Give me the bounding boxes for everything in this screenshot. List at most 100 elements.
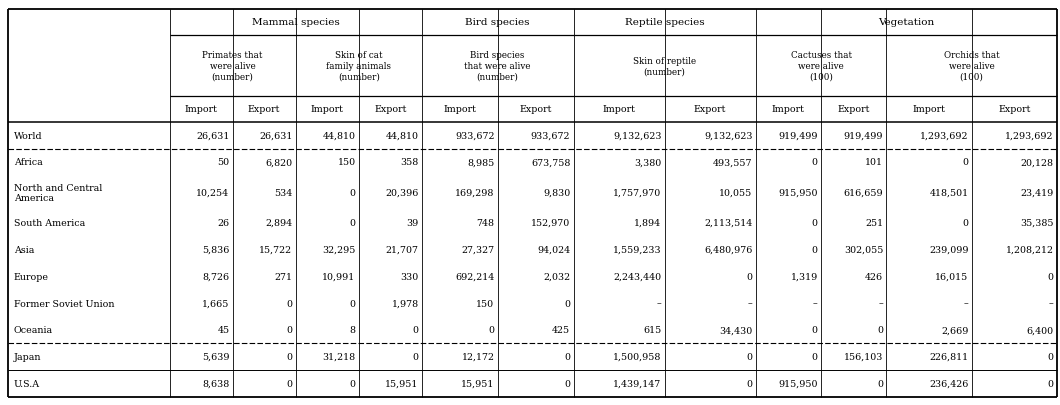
Text: 0: 0 (1047, 352, 1054, 361)
Text: 0: 0 (350, 299, 355, 308)
Text: 915,950: 915,950 (778, 188, 818, 197)
Text: 8: 8 (350, 326, 355, 335)
Text: 10,991: 10,991 (322, 272, 355, 281)
Text: 101: 101 (865, 158, 883, 167)
Text: Import: Import (311, 105, 343, 114)
Text: 20,396: 20,396 (385, 188, 419, 197)
Text: Asia: Asia (14, 245, 34, 254)
Text: 8,726: 8,726 (202, 272, 229, 281)
Text: 5,639: 5,639 (202, 352, 229, 361)
Text: 0: 0 (286, 352, 293, 361)
Text: 1,757,970: 1,757,970 (613, 188, 661, 197)
Text: Import: Import (772, 105, 805, 114)
Text: 0: 0 (812, 219, 818, 228)
Text: 933,672: 933,672 (531, 131, 570, 140)
Text: 6,480,976: 6,480,976 (704, 245, 753, 254)
Text: 0: 0 (564, 352, 570, 361)
Text: 0: 0 (746, 379, 753, 388)
Text: 919,499: 919,499 (844, 131, 883, 140)
Text: 271: 271 (275, 272, 293, 281)
Text: Vegetation: Vegetation (878, 18, 934, 27)
Text: 26: 26 (217, 219, 229, 228)
Text: North and Central
America: North and Central America (14, 183, 102, 202)
Text: 692,214: 692,214 (455, 272, 494, 281)
Text: Export: Export (694, 105, 726, 114)
Text: 2,243,440: 2,243,440 (614, 272, 661, 281)
Text: Europe: Europe (14, 272, 49, 281)
Text: Bird species: Bird species (465, 18, 530, 27)
Text: 0: 0 (350, 219, 355, 228)
Text: 8,638: 8,638 (202, 379, 229, 388)
Text: 534: 534 (275, 188, 293, 197)
Text: 226,811: 226,811 (930, 352, 969, 361)
Text: 6,400: 6,400 (1026, 326, 1054, 335)
Text: 615: 615 (643, 326, 661, 335)
Text: 12,172: 12,172 (461, 352, 494, 361)
Text: 1,665: 1,665 (202, 299, 229, 308)
Text: 0: 0 (286, 379, 293, 388)
Text: Export: Export (519, 105, 552, 114)
Text: 9,132,623: 9,132,623 (704, 131, 753, 140)
Text: 0: 0 (812, 158, 818, 167)
Text: 0: 0 (812, 245, 818, 254)
Text: 32,295: 32,295 (322, 245, 355, 254)
Text: 6,820: 6,820 (265, 158, 293, 167)
Text: 10,254: 10,254 (196, 188, 229, 197)
Text: World: World (14, 131, 42, 140)
Text: 9,132,623: 9,132,623 (613, 131, 661, 140)
Text: 493,557: 493,557 (713, 158, 753, 167)
Text: 239,099: 239,099 (929, 245, 969, 254)
Text: 1,559,233: 1,559,233 (613, 245, 661, 254)
Text: 0: 0 (1047, 272, 1054, 281)
Text: 425: 425 (552, 326, 570, 335)
Text: –: – (813, 299, 818, 308)
Text: 152,970: 152,970 (531, 219, 570, 228)
Text: Export: Export (837, 105, 870, 114)
Text: Africa: Africa (14, 158, 42, 167)
Text: 0: 0 (746, 352, 753, 361)
Text: Export: Export (999, 105, 1030, 114)
Text: 34,430: 34,430 (719, 326, 753, 335)
Text: 748: 748 (476, 219, 494, 228)
Text: Japan: Japan (14, 352, 41, 361)
Text: 236,426: 236,426 (929, 379, 969, 388)
Text: 0: 0 (564, 299, 570, 308)
Text: 2,032: 2,032 (543, 272, 570, 281)
Text: 0: 0 (1047, 379, 1054, 388)
Text: Bird species
that were alive
(number): Bird species that were alive (number) (464, 51, 531, 81)
Text: 10,055: 10,055 (719, 188, 753, 197)
Text: Oceania: Oceania (14, 326, 53, 335)
Text: 933,672: 933,672 (455, 131, 494, 140)
Text: –: – (656, 299, 661, 308)
Text: 50: 50 (217, 158, 229, 167)
Text: –: – (747, 299, 753, 308)
Text: 1,319: 1,319 (791, 272, 818, 281)
Text: 0: 0 (350, 188, 355, 197)
Text: 0: 0 (962, 219, 969, 228)
Text: Skin of reptile
(number): Skin of reptile (number) (633, 56, 696, 76)
Text: 31,218: 31,218 (322, 352, 355, 361)
Text: 0: 0 (489, 326, 494, 335)
Text: 0: 0 (812, 326, 818, 335)
Text: –: – (879, 299, 883, 308)
Text: 23,419: 23,419 (1021, 188, 1054, 197)
Text: 9,830: 9,830 (543, 188, 570, 197)
Text: 8,985: 8,985 (467, 158, 494, 167)
Text: 26,631: 26,631 (196, 131, 229, 140)
Text: 3,380: 3,380 (634, 158, 661, 167)
Text: 26,631: 26,631 (259, 131, 293, 140)
Text: 0: 0 (350, 379, 355, 388)
Text: 169,298: 169,298 (455, 188, 494, 197)
Text: South America: South America (14, 219, 85, 228)
Text: Reptile species: Reptile species (624, 18, 705, 27)
Text: 418,501: 418,501 (930, 188, 969, 197)
Text: 0: 0 (286, 299, 293, 308)
Text: 2,669: 2,669 (941, 326, 969, 335)
Text: 302,055: 302,055 (844, 245, 883, 254)
Text: 251: 251 (865, 219, 883, 228)
Text: 2,113,514: 2,113,514 (704, 219, 753, 228)
Text: 1,894: 1,894 (634, 219, 661, 228)
Text: 39: 39 (406, 219, 419, 228)
Text: Import: Import (184, 105, 217, 114)
Text: 673,758: 673,758 (531, 158, 570, 167)
